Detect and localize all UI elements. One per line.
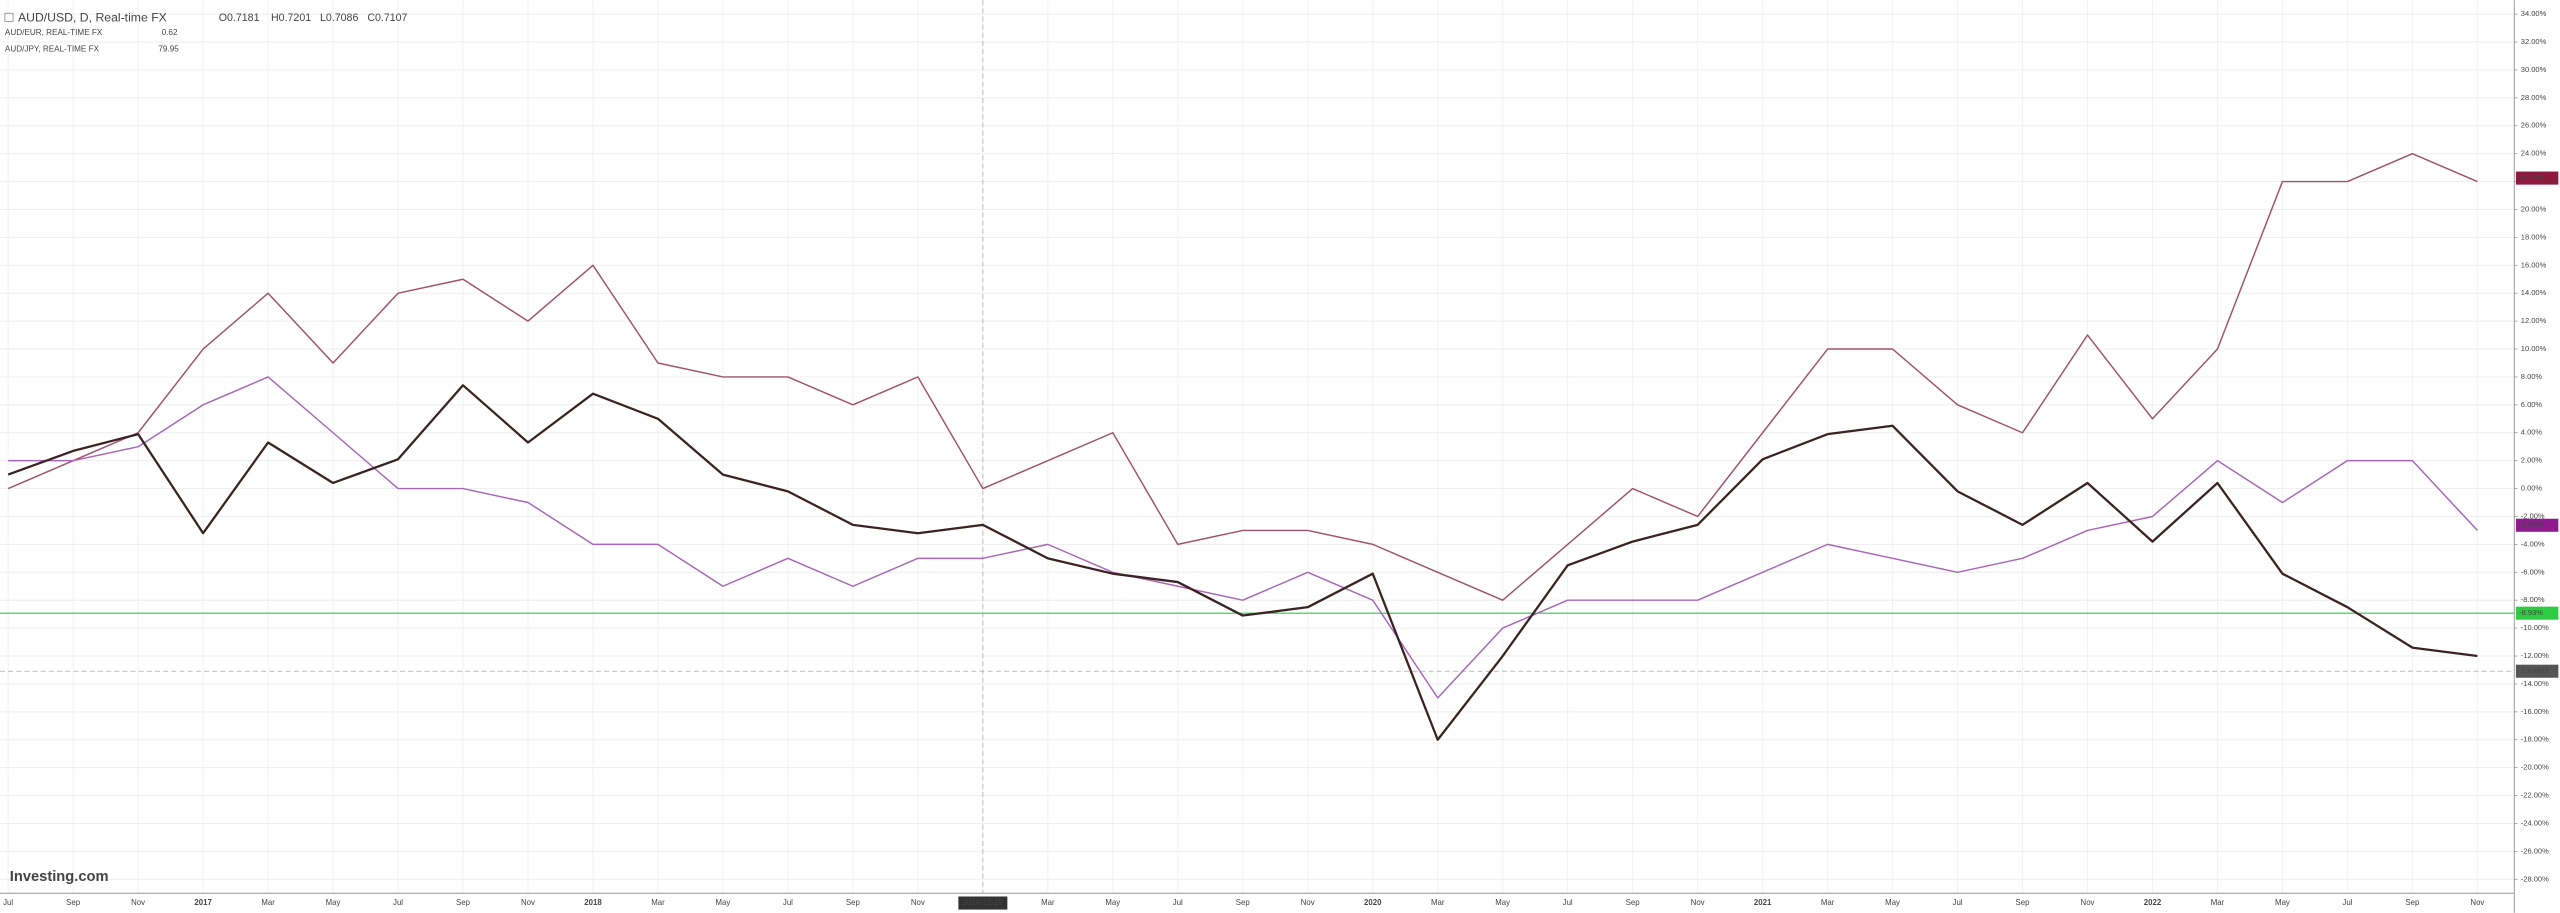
symbol[interactable]: AUD/USD, D, Real-time FX (18, 10, 167, 24)
y-tick-label: 6.00% (2521, 400, 2543, 409)
x-tick-label: May (326, 898, 341, 907)
x-tick-label: Nov (1301, 898, 1315, 907)
price-tag: -8.93% (2519, 608, 2543, 617)
y-tick-label: -22.00% (2521, 791, 2549, 800)
x-tick-label: Jul (2342, 898, 2352, 907)
logo: Investing.com (10, 869, 109, 885)
x-tick-label: May (1495, 898, 1510, 907)
high: H0.7201 (271, 12, 311, 24)
x-tick-label: Mar (2211, 898, 2225, 907)
low: L0.7086 (320, 12, 358, 24)
x-tick-label: May (2275, 898, 2290, 907)
x-tick-label: May (1105, 898, 1120, 907)
y-tick-label: 0.00% (2521, 484, 2543, 493)
series-line (7, 152, 2478, 601)
price-tag: -2.63% (2519, 520, 2543, 529)
x-tick-label: May (1885, 898, 1900, 907)
crosshair-date-bg (958, 896, 1008, 910)
y-tick-label: -14.00% (2521, 679, 2549, 688)
price-tag-bg (2515, 606, 2559, 620)
y-tick-label: 4.00% (2521, 428, 2543, 437)
legend-value: 0.62 (162, 28, 178, 37)
y-tick-label: 16.00% (2521, 260, 2547, 269)
grid (0, 0, 2515, 894)
x-tick-label: Sep (846, 898, 861, 907)
x-tick-label: Nov (131, 898, 145, 907)
x-tick-label: Sep (456, 898, 471, 907)
x-tick-label: 2018 (584, 898, 602, 907)
legend-name[interactable]: AUD/JPY, REAL-TIME FX (5, 44, 100, 53)
x-tick-label: Jul (783, 898, 793, 907)
y-tick-label: -18.00% (2521, 735, 2549, 744)
y-tick-label: -10.00% (2521, 623, 2549, 632)
y-tick-label: 34.00% (2521, 9, 2547, 18)
x-tick-label: Mar (1431, 898, 1445, 907)
price-tag: 22.25% (2519, 173, 2545, 182)
x-tick-label: Jul (1563, 898, 1573, 907)
y-tick-label: -2.00% (2521, 511, 2545, 520)
y-tick-label: -26.00% (2521, 846, 2549, 855)
x-tick-label: Sep (1236, 898, 1251, 907)
y-tick-label: 32.00% (2521, 37, 2547, 46)
x-tick-label: 2022 (2144, 898, 2162, 907)
y-tick-label: -20.00% (2521, 763, 2549, 772)
y-tick-label: 26.00% (2521, 121, 2547, 130)
y-tick-label: -8.00% (2521, 595, 2545, 604)
x-tick-label: 2021 (1754, 898, 1772, 907)
price-tag-bg (2515, 171, 2559, 185)
legend-value: 79.95 (158, 44, 179, 53)
y-tick-label: -6.00% (2521, 567, 2545, 576)
x-tick-label: 2018-12-19 (963, 898, 1003, 907)
x-tick-label: Jul (1953, 898, 1963, 907)
close: C0.7107 (367, 12, 407, 24)
x-tick-label: 2017 (194, 898, 212, 907)
x-tick-label: Nov (521, 898, 535, 907)
y-tick-label: 10.00% (2521, 344, 2547, 353)
x-tick-label: Nov (2470, 898, 2484, 907)
price-tag: -13.0895 (2519, 666, 2549, 675)
y-tick-label: -16.00% (2521, 707, 2549, 716)
y-tick-label: 28.00% (2521, 93, 2547, 102)
x-tick-label: Sep (2405, 898, 2420, 907)
x-tick-label: May (716, 898, 731, 907)
y-tick-label: -28.00% (2521, 874, 2549, 883)
collapse-icon[interactable] (4, 12, 14, 22)
price-tag-bg (2515, 518, 2559, 532)
open: O0.7181 (219, 12, 260, 24)
x-tick-label: Jul (3, 898, 13, 907)
y-tick-label: 14.00% (2521, 288, 2547, 297)
y-tick-label: 2.00% (2521, 456, 2543, 465)
x-tick-label: 2020 (1364, 898, 1382, 907)
x-tick-label: Sep (1626, 898, 1641, 907)
x-tick-label: Sep (66, 898, 81, 907)
x-tick-label: Nov (911, 898, 925, 907)
x-tick-label: Jul (1173, 898, 1183, 907)
x-tick-label: Mar (1821, 898, 1835, 907)
x-tick-label: Nov (1691, 898, 1705, 907)
x-tick-label: Mar (651, 898, 665, 907)
y-tick-label: 8.00% (2521, 372, 2543, 381)
x-tick-label: Jul (393, 898, 403, 907)
x-tick-label: Mar (261, 898, 275, 907)
series-line (7, 384, 2478, 741)
x-tick-label: Sep (2016, 898, 2031, 907)
series-line (8, 376, 2478, 699)
y-tick-label: 20.00% (2521, 204, 2547, 213)
price-tag-bg (2515, 664, 2559, 678)
y-tick-label: -24.00% (2521, 818, 2549, 827)
y-tick-label: -12.00% (2521, 651, 2549, 660)
x-tick-label: Mar (1041, 898, 1055, 907)
y-tick-label: 30.00% (2521, 65, 2547, 74)
legend-name[interactable]: AUD/EUR, REAL-TIME FX (5, 28, 103, 37)
y-tick-label: 24.00% (2521, 149, 2547, 158)
y-tick-label: -4.00% (2521, 539, 2545, 548)
plot (7, 152, 2478, 741)
y-tick-label: 12.00% (2521, 316, 2547, 325)
x-tick-label: Nov (2081, 898, 2095, 907)
y-tick-label: 18.00% (2521, 232, 2547, 241)
